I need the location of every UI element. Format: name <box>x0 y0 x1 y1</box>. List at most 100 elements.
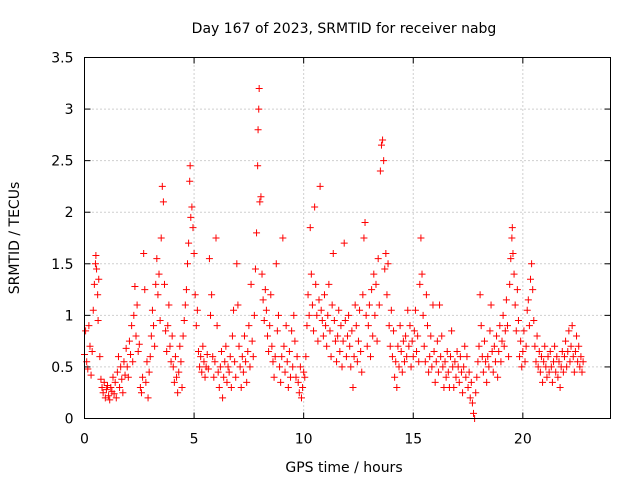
data-point <box>520 327 528 335</box>
data-point <box>575 342 583 350</box>
data-point <box>342 353 350 361</box>
data-point <box>497 358 505 366</box>
data-point <box>537 353 545 361</box>
data-point <box>370 270 378 278</box>
data-point <box>289 363 297 371</box>
data-point <box>145 368 153 376</box>
data-point <box>359 291 367 299</box>
data-point <box>347 363 355 371</box>
data-point <box>267 291 275 299</box>
data-point <box>369 332 377 340</box>
data-point <box>122 344 130 352</box>
data-point <box>167 358 175 366</box>
data-point <box>417 234 425 242</box>
data-point <box>159 198 167 206</box>
data-point <box>291 337 299 345</box>
data-point <box>89 306 97 314</box>
data-point <box>175 368 183 376</box>
data-point <box>436 301 444 309</box>
data-point <box>111 378 119 386</box>
data-point <box>125 337 133 345</box>
data-point <box>157 234 165 242</box>
data-point <box>524 296 532 304</box>
data-point <box>192 322 200 330</box>
data-point <box>372 280 380 288</box>
data-point <box>132 332 140 340</box>
data-point <box>174 389 182 397</box>
data-point <box>279 234 287 242</box>
data-point <box>323 342 331 350</box>
data-point <box>221 358 229 366</box>
data-point <box>136 384 144 392</box>
data-point <box>271 353 279 361</box>
data-point <box>249 353 257 361</box>
data-point <box>356 306 364 314</box>
data-point <box>255 84 263 92</box>
data-point <box>553 353 561 361</box>
data-point <box>408 337 416 345</box>
data-point <box>253 229 261 237</box>
data-point <box>325 280 333 288</box>
data-point <box>216 363 224 371</box>
data-point <box>307 270 315 278</box>
data-point <box>352 322 360 330</box>
data-point <box>434 368 442 376</box>
x-tick-label: 10 <box>295 432 313 448</box>
data-point <box>207 311 215 319</box>
data-point <box>84 365 92 373</box>
data-point <box>474 358 482 366</box>
data-point <box>194 347 202 355</box>
data-point <box>246 363 254 371</box>
data-point <box>376 167 384 175</box>
data-point <box>367 353 375 361</box>
data-point <box>397 347 405 355</box>
plot-frame <box>84 57 611 419</box>
data-point <box>99 389 107 397</box>
data-point <box>418 270 426 278</box>
data-point <box>296 363 304 371</box>
data-point <box>228 332 236 340</box>
data-point <box>360 234 368 242</box>
data-point <box>428 363 436 371</box>
data-point <box>489 368 497 376</box>
data-point <box>270 373 278 381</box>
data-point <box>127 351 135 359</box>
data-point <box>119 389 127 397</box>
data-point <box>164 322 172 330</box>
data-point <box>362 311 370 319</box>
data-point <box>511 301 519 309</box>
data-point <box>365 301 373 309</box>
data-point <box>539 378 547 386</box>
data-point <box>82 327 90 335</box>
data-point <box>552 368 560 376</box>
data-point <box>243 378 251 386</box>
data-point <box>467 378 475 386</box>
data-point <box>438 332 446 340</box>
data-point <box>214 368 222 376</box>
data-point <box>212 234 220 242</box>
data-point <box>393 384 401 392</box>
data-point <box>319 332 327 340</box>
data-point <box>163 347 171 355</box>
data-point <box>189 224 197 232</box>
data-point <box>86 342 94 350</box>
data-point <box>254 162 262 170</box>
data-point <box>483 378 491 386</box>
data-point <box>490 342 498 350</box>
data-point <box>388 353 396 361</box>
data-point <box>227 384 235 392</box>
data-point <box>237 384 245 392</box>
data-point <box>353 358 361 366</box>
data-point <box>576 363 584 371</box>
data-point <box>211 358 219 366</box>
data-point <box>199 342 207 350</box>
data-point <box>117 363 125 371</box>
data-point <box>479 368 487 376</box>
data-point <box>235 342 243 350</box>
data-point <box>262 306 270 314</box>
data-point <box>385 322 393 330</box>
data-point <box>226 353 234 361</box>
data-point <box>402 332 410 340</box>
data-point <box>113 368 121 376</box>
data-point <box>555 358 563 366</box>
